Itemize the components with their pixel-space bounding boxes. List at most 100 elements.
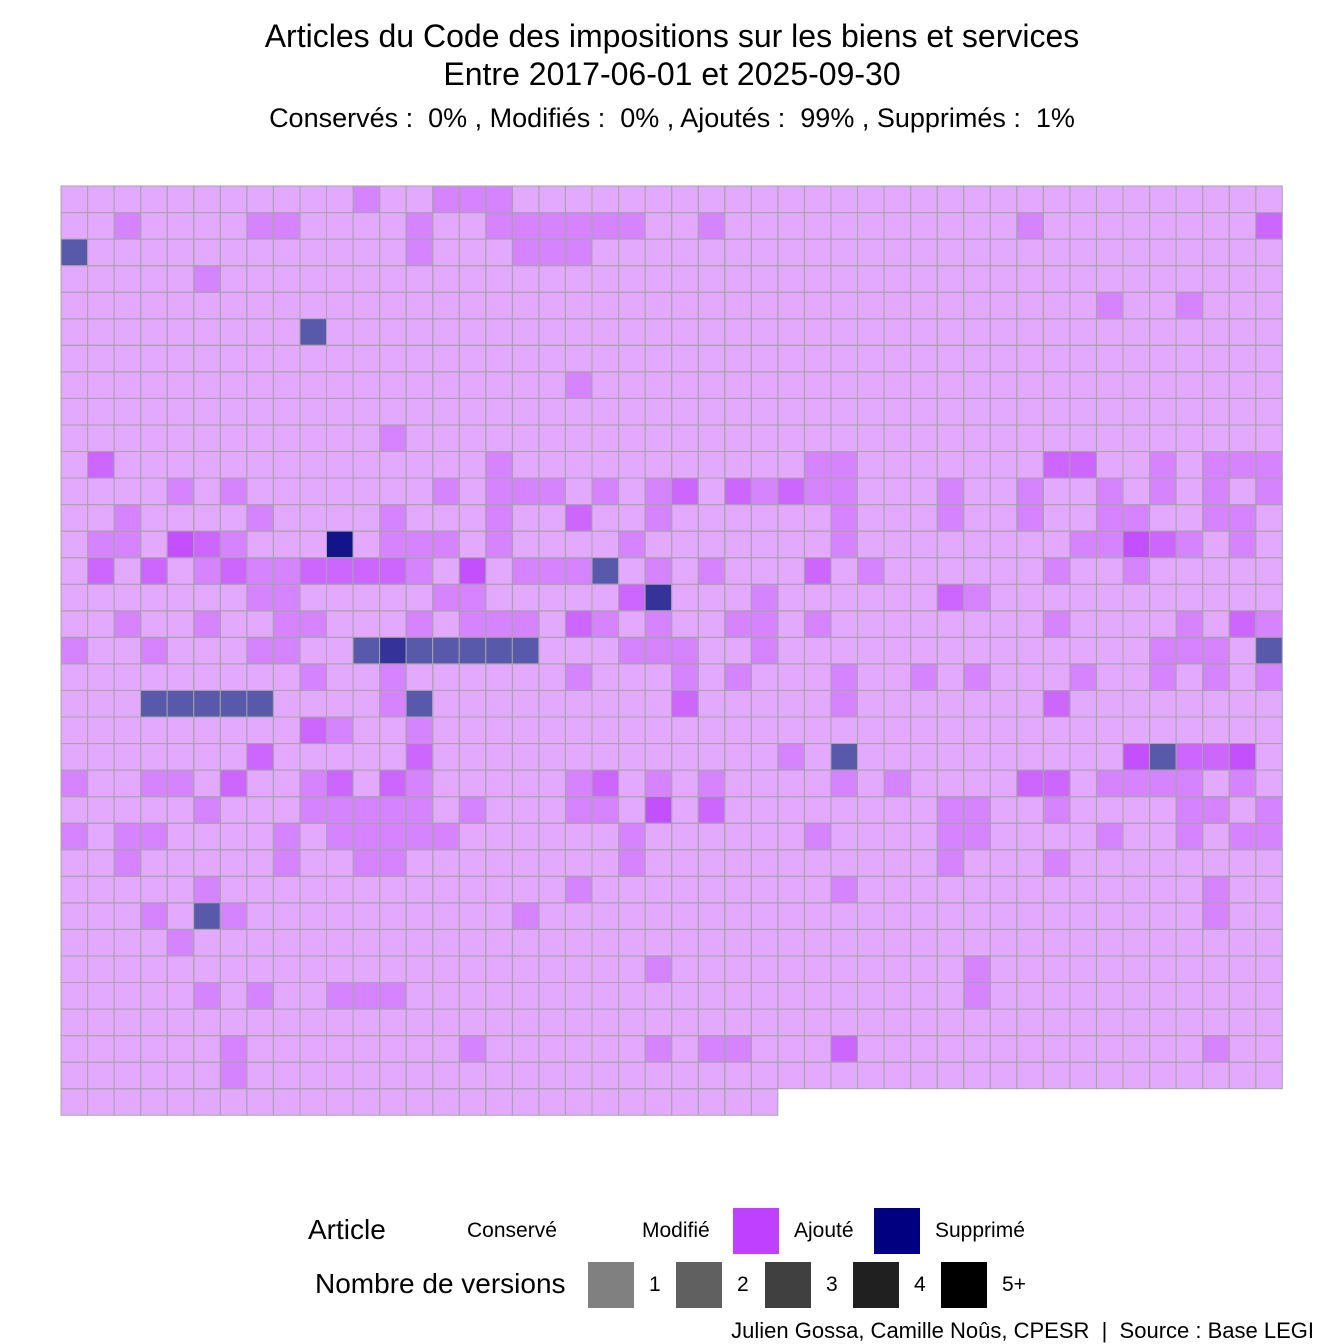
heatmap-cell <box>724 291 752 320</box>
heatmap-cell <box>883 318 912 346</box>
heatmap-cell <box>140 743 168 771</box>
heatmap-cell <box>193 928 221 957</box>
heatmap-cell <box>618 982 646 1010</box>
heatmap-cell <box>564 822 593 851</box>
heatmap-cell <box>1016 212 1044 240</box>
heatmap-cell <box>697 424 726 453</box>
heatmap-cell <box>618 716 646 745</box>
heatmap-cell <box>750 743 779 771</box>
heatmap-cell <box>750 477 779 506</box>
heatmap-cell <box>299 928 328 957</box>
heatmap-cell <box>1016 265 1044 293</box>
heatmap-cell <box>405 451 434 479</box>
heatmap-cell <box>1069 769 1097 798</box>
heatmap-cell <box>591 610 620 638</box>
heatmap-cell <box>618 530 646 559</box>
heatmap-cell <box>113 1008 142 1037</box>
heatmap-cell <box>963 610 991 638</box>
heatmap-cell <box>1016 291 1044 320</box>
heatmap-cell <box>379 397 407 426</box>
heatmap-cell <box>830 743 859 771</box>
heatmap-cell <box>1228 212 1257 240</box>
heatmap-cell <box>140 796 168 824</box>
heatmap-cell <box>724 504 752 532</box>
heatmap-cell <box>511 1061 540 1090</box>
heatmap-cell <box>432 212 460 240</box>
heatmap-cell <box>697 689 726 718</box>
heatmap-cell <box>1069 716 1097 745</box>
heatmap-cell <box>538 397 566 426</box>
heatmap-cell <box>485 610 513 638</box>
heatmap-cell <box>1228 955 1257 984</box>
heatmap-cell <box>219 583 248 612</box>
heatmap-cell <box>432 1061 460 1090</box>
heatmap-cell <box>1228 1035 1257 1063</box>
heatmap-cell <box>1095 982 1124 1010</box>
heatmap-cell <box>989 1035 1018 1063</box>
heatmap-cell <box>219 743 248 771</box>
heatmap-cell <box>644 344 673 373</box>
heatmap-cell <box>246 397 274 426</box>
heatmap-cell <box>299 875 328 904</box>
heatmap-cell <box>272 1035 301 1063</box>
heatmap-cell <box>87 636 115 665</box>
heatmap-cell <box>989 743 1018 771</box>
heatmap-cell <box>432 424 460 453</box>
heatmap-cell <box>1175 663 1204 691</box>
heatmap-cell <box>485 769 513 798</box>
heatmap-cell <box>272 902 301 930</box>
heatmap-cell <box>458 796 487 824</box>
heatmap-cell <box>1095 451 1124 479</box>
heatmap-cell <box>910 238 938 267</box>
heatmap-cell <box>830 796 859 824</box>
heatmap-cell <box>936 716 965 745</box>
heatmap-cell <box>1095 344 1124 373</box>
heatmap-cell <box>1175 769 1204 798</box>
heatmap-cell <box>299 743 328 771</box>
heatmap-cell <box>1122 583 1151 612</box>
heatmap-cell <box>1016 451 1044 479</box>
heatmap-cell <box>618 291 646 320</box>
heatmap-cell <box>352 344 381 373</box>
heatmap-cell <box>219 769 248 798</box>
heatmap-cell <box>1069 902 1097 930</box>
heatmap-cell <box>1202 689 1230 718</box>
heatmap-cell <box>564 610 593 638</box>
heatmap-cell <box>1175 530 1204 559</box>
heatmap-cell <box>591 796 620 824</box>
heatmap-cell <box>113 397 142 426</box>
heatmap-cell <box>193 318 221 346</box>
heatmap-cell <box>830 689 859 718</box>
heatmap-cell <box>803 928 832 957</box>
heatmap-cell <box>936 530 965 559</box>
heatmap-cell <box>857 902 885 930</box>
heatmap-cell <box>538 822 566 851</box>
heatmap-cell <box>485 451 513 479</box>
heatmap-cell <box>883 1061 912 1090</box>
heatmap-cell <box>60 689 89 718</box>
heatmap-cell <box>963 716 991 745</box>
heatmap-cell <box>219 451 248 479</box>
heatmap-cell <box>272 663 301 691</box>
heatmap-cell <box>857 822 885 851</box>
heatmap-cell <box>803 397 832 426</box>
heatmap-cell <box>1202 1035 1230 1063</box>
heatmap-cell <box>1149 610 1177 638</box>
heatmap-cell <box>724 557 752 585</box>
heatmap-cell <box>883 371 912 399</box>
heatmap-cell <box>326 530 354 559</box>
legend-versions-title: Nombre de versions <box>315 1268 566 1299</box>
heatmap-cell <box>1042 822 1071 851</box>
heatmap-cell <box>1228 424 1257 453</box>
heatmap-cell <box>591 212 620 240</box>
heatmap-cell <box>113 477 142 506</box>
heatmap-cell <box>352 849 381 877</box>
legend-label-v5plus: 5+ <box>1002 1273 1026 1296</box>
heatmap-cell <box>777 822 805 851</box>
heatmap-cell <box>830 344 859 373</box>
heatmap-cell <box>1255 344 1283 373</box>
heatmap-cell <box>697 477 726 506</box>
heatmap-cell <box>1228 1061 1257 1090</box>
heatmap-cell <box>883 928 912 957</box>
heatmap-cell <box>538 796 566 824</box>
